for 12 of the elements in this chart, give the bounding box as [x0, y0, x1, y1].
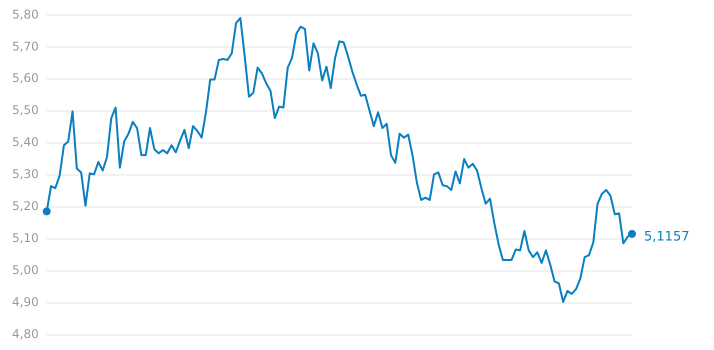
- y-tick-label: 5,00: [12, 263, 39, 278]
- y-tick-label: 5,50: [12, 103, 39, 118]
- y-tick-label: 4,80: [12, 326, 39, 341]
- y-tick-label: 5,70: [12, 39, 39, 54]
- y-tick-label: 5,60: [12, 71, 39, 86]
- y-tick-label: 5,40: [12, 135, 39, 150]
- y-tick-label: 5,20: [12, 199, 39, 214]
- y-tick-label: 5,80: [12, 7, 39, 22]
- y-tick-label: 4,90: [12, 294, 39, 309]
- y-tick-label: 5,10: [12, 231, 39, 246]
- y-tick-label: 5,30: [12, 167, 39, 182]
- data-label: 5,1157: [644, 229, 690, 244]
